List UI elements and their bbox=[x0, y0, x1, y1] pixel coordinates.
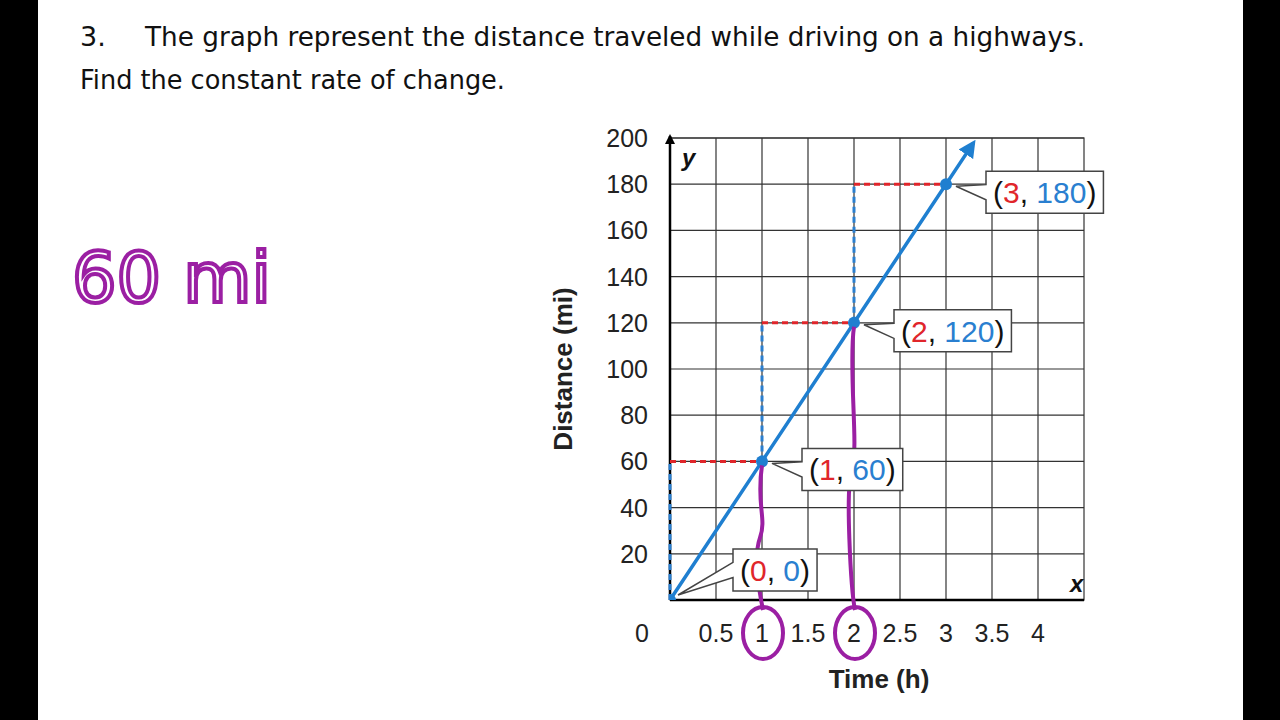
data-point bbox=[670, 594, 676, 600]
page: 3. The graph represent the distance trave… bbox=[0, 0, 1280, 720]
run-guide bbox=[670, 460, 762, 463]
rise-guide bbox=[761, 323, 764, 462]
y-tick-label: 0 bbox=[635, 619, 649, 647]
y-tick-label: 20 bbox=[620, 540, 648, 568]
subtitle: Find the constant rate of change. bbox=[80, 65, 505, 95]
x-axis-label: Time (h) bbox=[829, 664, 930, 694]
y-tick-label: 180 bbox=[606, 170, 648, 198]
grid-line-y bbox=[670, 415, 1084, 416]
y-tick-label: 160 bbox=[606, 216, 648, 244]
y-tick-label: 80 bbox=[620, 401, 648, 429]
y-tick-label: 60 bbox=[620, 447, 648, 475]
grid-line-y bbox=[670, 368, 1084, 369]
x-tick-label: 4 bbox=[1031, 619, 1045, 647]
x-tick-label: 3.5 bbox=[975, 619, 1010, 647]
plot-frame bbox=[670, 138, 1084, 600]
callout-box bbox=[956, 171, 1103, 213]
grid-line-y bbox=[670, 230, 1084, 231]
series-group bbox=[670, 143, 974, 600]
x-tick-label: 0.5 bbox=[699, 619, 734, 647]
data-label: (0, 0) bbox=[740, 554, 810, 587]
x-tick-label: 2.5 bbox=[883, 619, 918, 647]
y-tick-label: 120 bbox=[606, 309, 648, 337]
y-tick-label: 200 bbox=[606, 124, 648, 152]
y-tick-label: 140 bbox=[606, 263, 648, 291]
grid-line-y bbox=[670, 553, 1084, 554]
x-axis bbox=[670, 599, 1084, 602]
x-tick-label: 2 bbox=[847, 619, 861, 647]
grid-line-y bbox=[670, 322, 1084, 323]
title: The graph represent the distance travele… bbox=[144, 22, 1085, 52]
y-tick-label: 40 bbox=[620, 494, 648, 522]
grid-line-y bbox=[670, 276, 1084, 277]
data-label-group: (2, 120) bbox=[864, 310, 1011, 352]
background bbox=[0, 0, 1280, 720]
x-tick-label: 1 bbox=[755, 619, 769, 647]
data-label-group: (0, 0) bbox=[678, 549, 817, 595]
data-label-group: (3, 180) bbox=[956, 171, 1103, 213]
data-label: (2, 120) bbox=[901, 315, 1004, 348]
hand-circle bbox=[835, 607, 875, 659]
y-axis-name: y bbox=[681, 144, 697, 171]
run-guide bbox=[854, 183, 946, 186]
problem-number: 3. bbox=[80, 21, 106, 52]
y-axis-label: Distance (mi) bbox=[548, 287, 578, 450]
run-guide bbox=[762, 321, 854, 324]
y-axis bbox=[669, 136, 672, 600]
rise-guide bbox=[853, 184, 856, 323]
y-tick-label: 100 bbox=[606, 355, 648, 383]
data-line bbox=[670, 143, 974, 600]
callout-box bbox=[864, 310, 1011, 352]
hand-circle bbox=[743, 607, 783, 659]
callout-box bbox=[678, 549, 817, 595]
x-tick-label: 1.5 bbox=[791, 619, 826, 647]
callout-box bbox=[772, 448, 903, 490]
data-point bbox=[940, 178, 952, 190]
grid-line-y bbox=[670, 599, 1084, 600]
x-axis-name: x bbox=[1068, 570, 1085, 597]
side-bar bbox=[0, 0, 38, 720]
x-tick-label: 3 bbox=[939, 619, 953, 647]
data-label-group: (1, 60) bbox=[772, 448, 903, 490]
handwritten-answer: 60 mi bbox=[72, 237, 271, 319]
data-label: (1, 60) bbox=[809, 453, 896, 486]
data-label: (3, 180) bbox=[993, 176, 1096, 209]
rise-guide bbox=[669, 461, 672, 600]
side-bar bbox=[1243, 0, 1280, 720]
